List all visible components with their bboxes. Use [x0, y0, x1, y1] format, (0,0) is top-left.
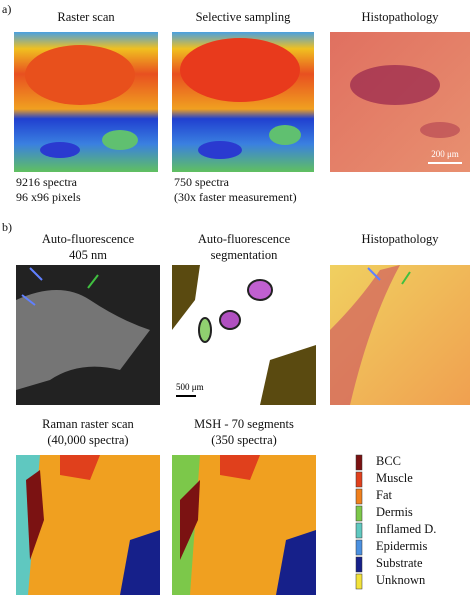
image-title: Histopathology — [361, 232, 439, 246]
image-title: segmentation — [211, 248, 278, 262]
legend-label: Fat — [376, 488, 393, 502]
image-caption: 750 spectra — [174, 175, 230, 189]
image-caption: 9216 spectra — [16, 175, 78, 189]
legend-label: Substrate — [376, 556, 423, 570]
raman-scan-image — [16, 455, 160, 595]
legend-label: Unknown — [376, 573, 426, 587]
legend-swatch — [355, 556, 363, 573]
image-title: Auto-fluorescence — [42, 232, 135, 246]
legend-label: Epidermis — [376, 539, 428, 553]
image-title: Histopathology — [361, 10, 439, 24]
image-title: Raman raster scan — [42, 417, 134, 431]
image-title: Auto-fluorescence — [198, 232, 291, 246]
image-title: Selective sampling — [196, 10, 292, 24]
scale-bar-label: 200 μm — [431, 149, 459, 159]
legend-label: BCC — [376, 454, 401, 468]
legend-label: Inflamed D. — [376, 522, 436, 536]
msh-image — [172, 455, 316, 595]
legend-swatch — [355, 539, 363, 556]
legend-swatch — [355, 522, 363, 539]
histopathology-b-image — [330, 265, 470, 405]
legend-swatch — [355, 471, 363, 488]
panel-label: b) — [2, 220, 12, 234]
histopathology-image — [330, 32, 470, 172]
legend-label: Dermis — [376, 505, 413, 519]
image-title: 405 nm — [69, 248, 107, 262]
legend-swatch — [355, 505, 363, 522]
segmentation-image — [172, 265, 316, 405]
image-title: (350 spectra) — [211, 433, 277, 447]
image-title: MSH - 70 segments — [194, 417, 294, 431]
legend-swatch — [355, 454, 363, 471]
auto-fluorescence-image — [16, 265, 160, 405]
image-title: Raster scan — [57, 10, 115, 24]
legend-label: Muscle — [376, 471, 413, 485]
selective-sampling-image — [172, 32, 314, 172]
image-caption: 96 x96 pixels — [16, 190, 81, 204]
image-caption: (30x faster measurement) — [174, 190, 297, 204]
panel-label: a) — [2, 2, 11, 16]
legend-swatch — [355, 488, 363, 505]
legend-swatch — [355, 573, 363, 590]
image-title: (40,000 spectra) — [47, 433, 128, 447]
scale-bar-label: 500 μm — [176, 382, 204, 392]
raster-scan-image — [14, 32, 158, 172]
